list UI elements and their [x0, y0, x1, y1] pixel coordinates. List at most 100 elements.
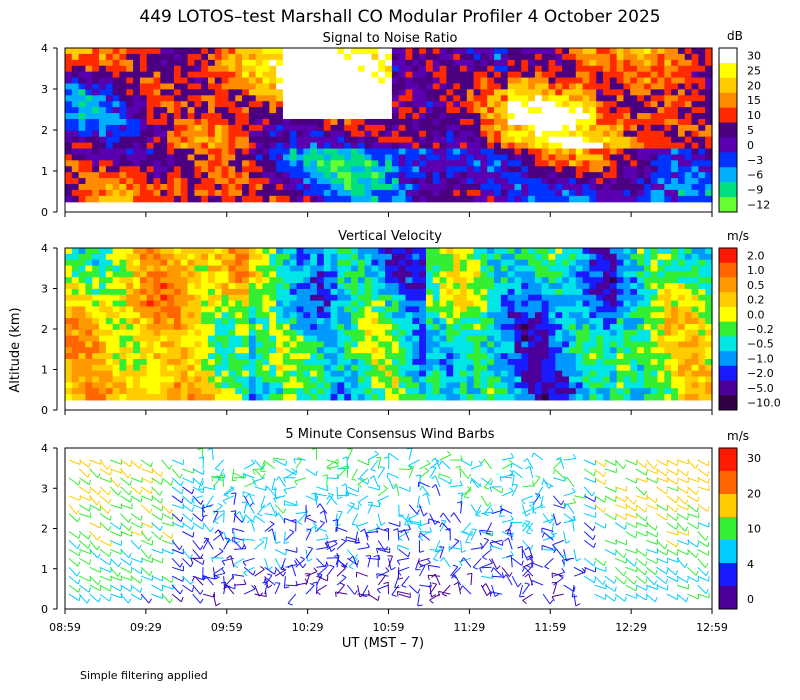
heatmap-cell [221, 277, 230, 284]
heatmap-cell [208, 370, 216, 378]
heatmap-cell [432, 148, 441, 156]
heatmap-cell [187, 283, 195, 290]
heatmap-cell [562, 166, 570, 173]
heatmap-cell [228, 124, 236, 132]
heatmap-cell [582, 160, 591, 167]
heatmap-cell [85, 277, 93, 284]
heatmap-cell [180, 341, 189, 348]
heatmap-cell [589, 253, 597, 261]
heatmap-cell [228, 294, 236, 302]
heatmap-cell [214, 370, 223, 378]
heatmap-cell [609, 329, 618, 337]
heatmap-cell [446, 277, 454, 284]
snr-panel-title: Signal to Noise Ratio [323, 31, 458, 46]
heatmap-cell [473, 130, 482, 138]
heatmap-cell [351, 71, 359, 79]
heatmap-cell [616, 259, 625, 267]
heatmap-cell [65, 172, 73, 179]
heatmap-cell [616, 160, 625, 167]
colorbar-segment [719, 152, 737, 168]
heatmap-cell [378, 89, 386, 96]
heatmap-cell [99, 288, 107, 296]
heatmap-cell [494, 113, 502, 120]
heatmap-cell [112, 306, 121, 313]
heatmap-cell [323, 259, 332, 267]
heatmap-cell [582, 154, 591, 161]
heatmap-cell [173, 277, 182, 284]
heatmap-cell [78, 53, 87, 61]
heatmap-cell [541, 154, 550, 161]
heatmap-cell [269, 53, 277, 61]
heatmap-cell [364, 184, 373, 191]
heatmap-cell [269, 335, 277, 343]
heatmap-cell [310, 312, 318, 319]
heatmap-cell [691, 341, 699, 348]
heatmap-cell [194, 148, 202, 156]
heatmap-cell [677, 248, 686, 255]
heatmap-cell [521, 172, 529, 179]
heatmap-cell [643, 107, 652, 114]
heatmap-cell [385, 195, 393, 203]
heatmap-cell [453, 142, 461, 150]
heatmap-cell [412, 364, 420, 372]
heatmap-cell [398, 148, 407, 156]
heatmap-cell [282, 95, 291, 102]
heatmap-cell [616, 382, 625, 389]
heatmap-cell [112, 271, 121, 278]
heatmap-cell [235, 358, 243, 366]
heatmap-cell [466, 95, 475, 102]
heatmap-cell [139, 178, 148, 185]
heatmap-cell [276, 347, 284, 354]
heatmap-cell [351, 95, 359, 102]
heatmap-cell [616, 300, 625, 308]
heatmap-cell [269, 48, 277, 55]
heatmap-cell [664, 271, 672, 278]
heatmap-cell [548, 370, 556, 378]
heatmap-cell [534, 59, 543, 67]
heatmap-cell [119, 89, 127, 96]
heatmap-cell [228, 388, 236, 395]
heatmap-cell [378, 77, 386, 85]
heatmap-cell [351, 124, 359, 132]
heatmap-cell [500, 248, 509, 255]
heatmap-cell [398, 189, 407, 197]
heatmap-cell [596, 376, 604, 383]
heatmap-cell [262, 388, 270, 395]
heatmap-cell [255, 195, 264, 203]
heatmap-cell [562, 59, 570, 67]
heatmap-cell [330, 83, 339, 90]
heatmap-cell [548, 48, 556, 55]
heatmap-cell [78, 77, 87, 85]
heatmap-cell [630, 353, 638, 360]
heatmap-cell [657, 253, 665, 261]
heatmap-cell [153, 323, 161, 331]
heatmap-cell [276, 341, 284, 348]
heatmap-cell [296, 77, 304, 85]
heatmap-cell [562, 53, 570, 61]
heatmap-cell [337, 318, 345, 325]
heatmap-cell [500, 370, 509, 378]
heatmap-cell [500, 341, 509, 348]
heatmap-cell [425, 65, 434, 73]
heatmap-cell [214, 341, 223, 348]
heatmap-cell [705, 118, 713, 126]
heatmap-cell [548, 118, 556, 126]
heatmap-cell [637, 364, 645, 372]
heatmap-cell [194, 376, 202, 383]
heatmap-cell [596, 277, 604, 284]
heatmap-cell [419, 189, 427, 197]
heatmap-cell [208, 148, 216, 156]
heatmap-cell [534, 259, 543, 267]
heatmap-cell [405, 136, 413, 144]
heatmap-cell [371, 124, 379, 132]
heatmap-cell [344, 364, 352, 372]
heatmap-cell [337, 312, 345, 319]
heatmap-cell [180, 124, 189, 132]
heatmap-cell [398, 160, 407, 167]
heatmap-cell [562, 370, 570, 378]
heatmap-cell [684, 323, 693, 331]
heatmap-cell [698, 323, 706, 331]
heatmap-cell [637, 107, 645, 114]
heatmap-cell [180, 300, 189, 308]
heatmap-cell [235, 335, 243, 343]
